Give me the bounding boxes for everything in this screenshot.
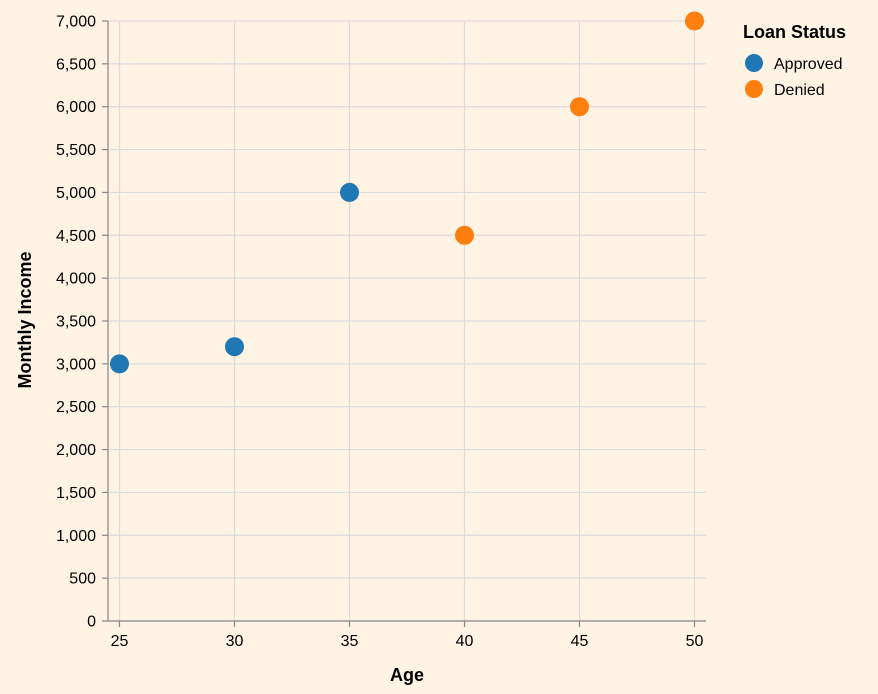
data-point-approved[interactable] — [225, 337, 244, 357]
y-tick-label: 5,500 — [56, 142, 96, 159]
legend-label-approved: Approved — [774, 56, 843, 73]
y-tick-label: 5,000 — [56, 185, 96, 202]
y-tick-label: 0 — [87, 614, 96, 631]
axes: 0 500 1,000 1,500 2,000 2,500 3,000 3,500 4,000 4… — [56, 14, 706, 650]
y-tick-label: 3,000 — [56, 356, 96, 373]
x-axis-title: Age — [390, 665, 424, 685]
legend-title: Loan Status — [743, 22, 846, 42]
x-tick-label: 50 — [686, 633, 704, 650]
y-tick-label: 2,500 — [56, 399, 96, 416]
y-tick-label: 3,500 — [56, 314, 96, 331]
y-tick-label: 6,000 — [56, 99, 96, 116]
y-tick-label: 2,000 — [56, 442, 96, 459]
x-tick-label: 40 — [456, 633, 474, 650]
data-point-denied[interactable] — [455, 225, 474, 245]
y-tick-label: 6,500 — [56, 56, 96, 73]
x-tick-label: 35 — [341, 633, 359, 650]
legend: Loan Status Approved Denied — [743, 22, 846, 99]
y-tick-label: 1,000 — [56, 528, 96, 545]
x-tick-label: 25 — [111, 633, 129, 650]
legend-label-denied: Denied — [774, 82, 825, 99]
data-point-approved[interactable] — [110, 354, 129, 374]
y-tick-label: 4,000 — [56, 271, 96, 288]
legend-swatch-denied — [745, 80, 763, 98]
y-tick-label: 1,500 — [56, 485, 96, 502]
legend-swatch-approved — [745, 54, 763, 72]
y-axis-title: Monthly Income — [15, 251, 35, 388]
grid — [108, 20, 706, 622]
data-point-denied[interactable] — [685, 11, 704, 31]
x-tick-label: 45 — [571, 633, 589, 650]
data-point-approved[interactable] — [340, 182, 359, 202]
y-tick-label: 7,000 — [56, 14, 96, 31]
y-tick-label: 4,500 — [56, 228, 96, 245]
data-points — [110, 11, 704, 374]
x-tick-label: 30 — [226, 633, 244, 650]
data-point-denied[interactable] — [570, 97, 589, 117]
y-tick-label: 500 — [69, 571, 96, 588]
